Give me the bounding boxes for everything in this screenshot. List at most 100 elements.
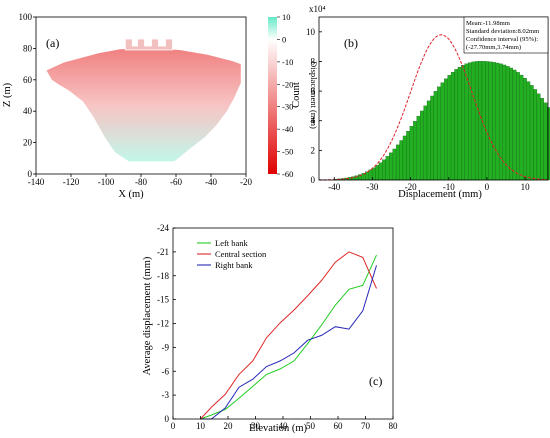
panel-a-xtick-label: -80 <box>135 177 147 187</box>
histogram-bar <box>409 126 414 181</box>
colorbar-tick-label: -40 <box>282 124 293 134</box>
panel-a-ytick-label: 100 <box>19 12 33 22</box>
panel-a-ytick-label: 20 <box>23 138 33 148</box>
panel-a-xtick-label: -120 <box>63 177 80 187</box>
colorbar-tick-label: -20 <box>282 79 293 89</box>
panel-b-xtick-label: -30 <box>366 182 378 192</box>
stats-box: Mean:-11.98mm Standard deviation:8.02mm … <box>463 16 549 54</box>
panel-c-ylabel: Average displacement (mm) <box>142 256 153 375</box>
panel-a-axes: -140 -120 -100 -80 -60 -40 -20 0 20 40 60 80 100 <box>19 12 253 187</box>
histogram-bar <box>399 140 404 181</box>
panel-b-frame <box>318 16 549 181</box>
panel-c-ytick-label: -18 <box>157 271 169 281</box>
colorbar-ticks: 10 0 -10 -20 -30 -40 -50 -60 <box>277 12 293 179</box>
histogram-bar <box>392 148 397 181</box>
colorbar-tick-label: -60 <box>282 169 293 179</box>
panel-c-xtick-label: 30 <box>251 421 261 431</box>
panel-b-axes: -40 -30 -20 -10 0 10 0 2 4 6 8 10 <box>306 16 549 192</box>
histogram-bar <box>547 107 550 181</box>
histogram-bar <box>375 165 380 181</box>
histogram-bar <box>478 61 483 181</box>
histogram-bar <box>420 110 424 181</box>
panel-b-ytick-label: 6 <box>311 86 316 96</box>
histogram-bar <box>505 66 510 181</box>
histogram-bar <box>533 89 538 181</box>
panel-a-xtick-label: -100 <box>98 177 115 187</box>
panel-c-ytick-label: 0 <box>165 414 170 424</box>
panel-b-label: (b) <box>344 36 358 50</box>
panel-c-xtick-label: 60 <box>334 421 344 431</box>
panel-a-ytick-label: 40 <box>23 106 33 116</box>
panel-b-ytick-label: 4 <box>311 116 316 126</box>
colorbar-tick-label: -50 <box>282 147 293 157</box>
histogram-bar <box>447 75 452 181</box>
panel-c-xtick-label: 0 <box>171 421 176 431</box>
histogram-bar <box>474 61 479 181</box>
panel-b-xtick-label: 0 <box>485 182 490 192</box>
histogram-bar <box>512 69 517 181</box>
panel-c-ytick-label: -3 <box>162 390 170 400</box>
panel-b-xtick-label: -10 <box>443 182 455 192</box>
central-section-line-legend-label: Central section <box>215 249 267 259</box>
histogram-bar <box>492 62 496 181</box>
stat-ci-title: Confidence interval (95%): <box>466 36 538 43</box>
panel-a-xtick-label: -140 <box>28 177 45 187</box>
panel-a-xtick-label: -60 <box>170 177 182 187</box>
histogram-bar <box>433 91 438 181</box>
histogram-bar <box>444 78 448 181</box>
histogram-bar <box>413 121 417 181</box>
histogram-bar <box>406 131 410 181</box>
panel-c-ytick-label: -15 <box>157 295 169 305</box>
panel-b-xtick-label: -20 <box>405 182 417 192</box>
panel-b-ylabel: Count <box>291 82 302 108</box>
stat-mean: Mean:-11.98mm <box>466 20 511 27</box>
histogram-bar <box>437 86 441 181</box>
normal-fit-curve <box>319 34 549 181</box>
stats-box-frame <box>463 16 549 54</box>
panel-b-xtick-label: -40 <box>328 182 340 192</box>
histogram-bar <box>536 93 541 181</box>
stat-std: Standard deviation:8.02mm <box>466 28 540 35</box>
histogram-bar <box>468 62 472 181</box>
panel-a-xtick-label: -40 <box>205 177 217 187</box>
panel-b-xlabel: Displacement (mm) <box>398 189 482 200</box>
panel-c: 0 10 20 30 40 50 60 70 800-3-6-9-12-15-18-21-24 … <box>142 223 398 434</box>
panel-b-multiplier: x10⁴ <box>309 4 326 14</box>
histogram-bar <box>502 64 507 181</box>
panel-a-label: (a) <box>46 36 59 50</box>
histogram-bar <box>454 69 459 181</box>
left-bank-line <box>200 254 377 420</box>
histogram-bar <box>402 135 407 181</box>
histogram-bar <box>426 100 431 181</box>
left-bank-line-legend-label: Left bank <box>215 238 249 248</box>
stat-ci-range: (-27.70mm,3.74mm) <box>466 44 521 51</box>
colorbar-tick-label: 10 <box>282 12 291 22</box>
histogram-bar <box>464 63 469 181</box>
panel-c-ytick-label: -24 <box>157 223 169 233</box>
panel-a-xlabel: X (m) <box>118 189 144 200</box>
panel-c-xlabel: Elevation (m) <box>249 423 308 434</box>
histogram-bar <box>523 78 527 181</box>
panel-a-ytick-label: 0 <box>28 169 33 179</box>
histogram-bar <box>440 82 445 181</box>
histogram-bar <box>430 95 435 181</box>
displacement-map <box>46 38 241 162</box>
histogram-bar <box>519 74 524 181</box>
panel-a-ytick-label: 80 <box>23 43 33 53</box>
histogram-bar <box>385 156 390 181</box>
histogram-bar <box>461 65 465 181</box>
colorbar-tick-label: -10 <box>282 57 293 67</box>
displacement-region <box>46 48 241 162</box>
histogram-bar <box>516 72 520 181</box>
central-section-line <box>200 251 377 420</box>
panel-a-ylabel: Z (m) <box>2 82 13 107</box>
histogram-bar <box>495 62 500 181</box>
panel-b-ytick-label: 10 <box>306 27 316 37</box>
panel-c-ytick-label: -12 <box>157 319 169 329</box>
colorbar-tick-label: -30 <box>282 102 293 112</box>
histogram-bar <box>416 115 421 181</box>
histogram-bar <box>543 102 548 181</box>
colorbar <box>268 17 277 174</box>
histogram-bar <box>529 85 534 181</box>
